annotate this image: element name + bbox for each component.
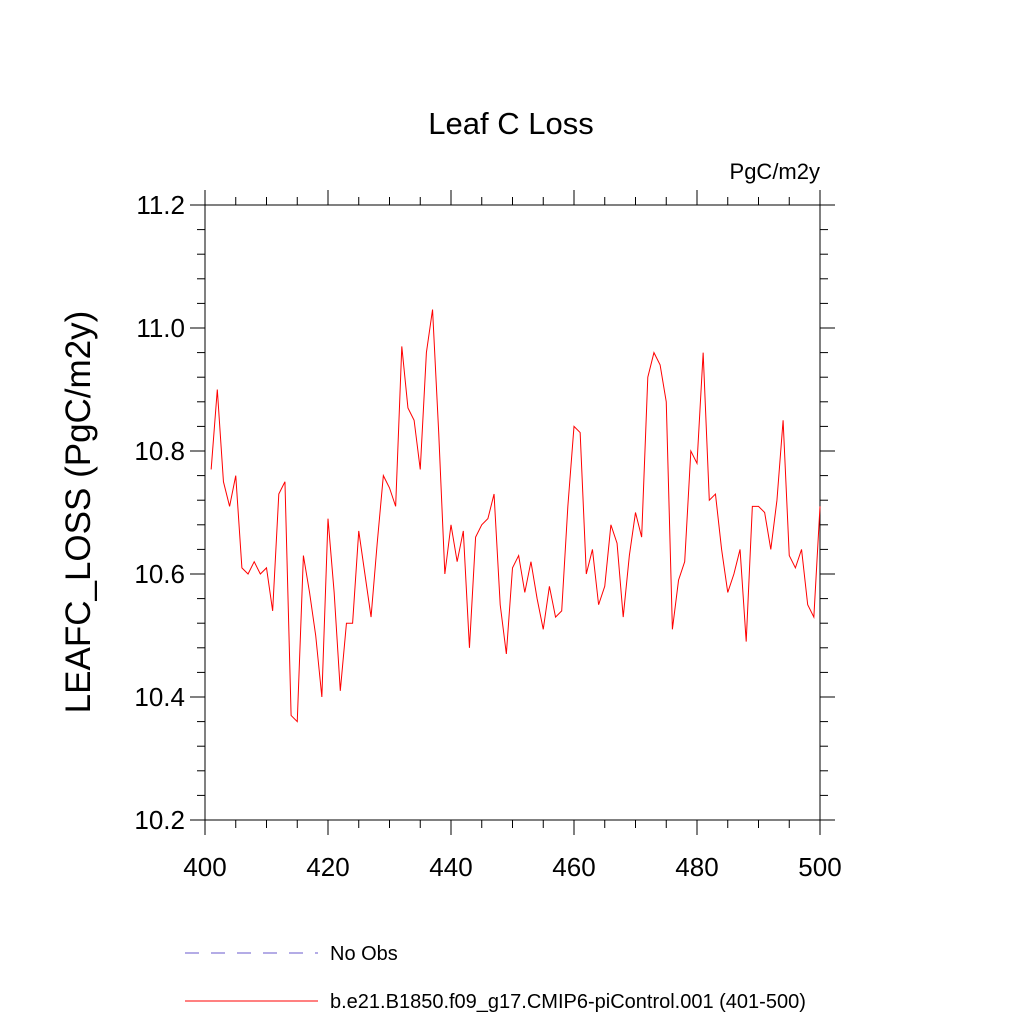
axis-ticks — [190, 190, 835, 835]
legend: No Obs b.e21.B1850.f09_g17.CMIP6-piContr… — [185, 943, 806, 1013]
y-axis-label: LEAFC_LOSS (PgC/m2y) — [59, 311, 98, 714]
chart-title: Leaf C Loss — [428, 106, 593, 141]
series-group — [210, 309, 821, 723]
y-tick-label: 11.0 — [136, 313, 185, 343]
x-tick-label: 500 — [798, 852, 841, 882]
x-tick-label: 420 — [306, 852, 349, 882]
series-line — [210, 309, 821, 723]
y-tick-label: 10.2 — [134, 805, 185, 835]
axis-tick-labels: 400 420 440 460 480 500 10.2 10.4 10.6 10.8 11.0 11… — [134, 190, 841, 882]
y-tick-label: 11.2 — [136, 190, 185, 220]
legend-label-no-obs: No Obs — [330, 943, 398, 965]
y-tick-label: 10.6 — [134, 559, 185, 589]
plot-frame — [204, 204, 821, 821]
units-label: PgC/m2y — [730, 159, 820, 184]
y-tick-label: 10.8 — [134, 436, 185, 466]
x-tick-label: 460 — [552, 852, 595, 882]
x-tick-label: 400 — [183, 852, 226, 882]
x-tick-label: 480 — [675, 852, 718, 882]
y-tick-label: 10.4 — [134, 682, 185, 712]
legend-label-picontrol: b.e21.B1850.f09_g17.CMIP6-piControl.001 … — [330, 991, 806, 1013]
x-tick-label: 440 — [429, 852, 472, 882]
